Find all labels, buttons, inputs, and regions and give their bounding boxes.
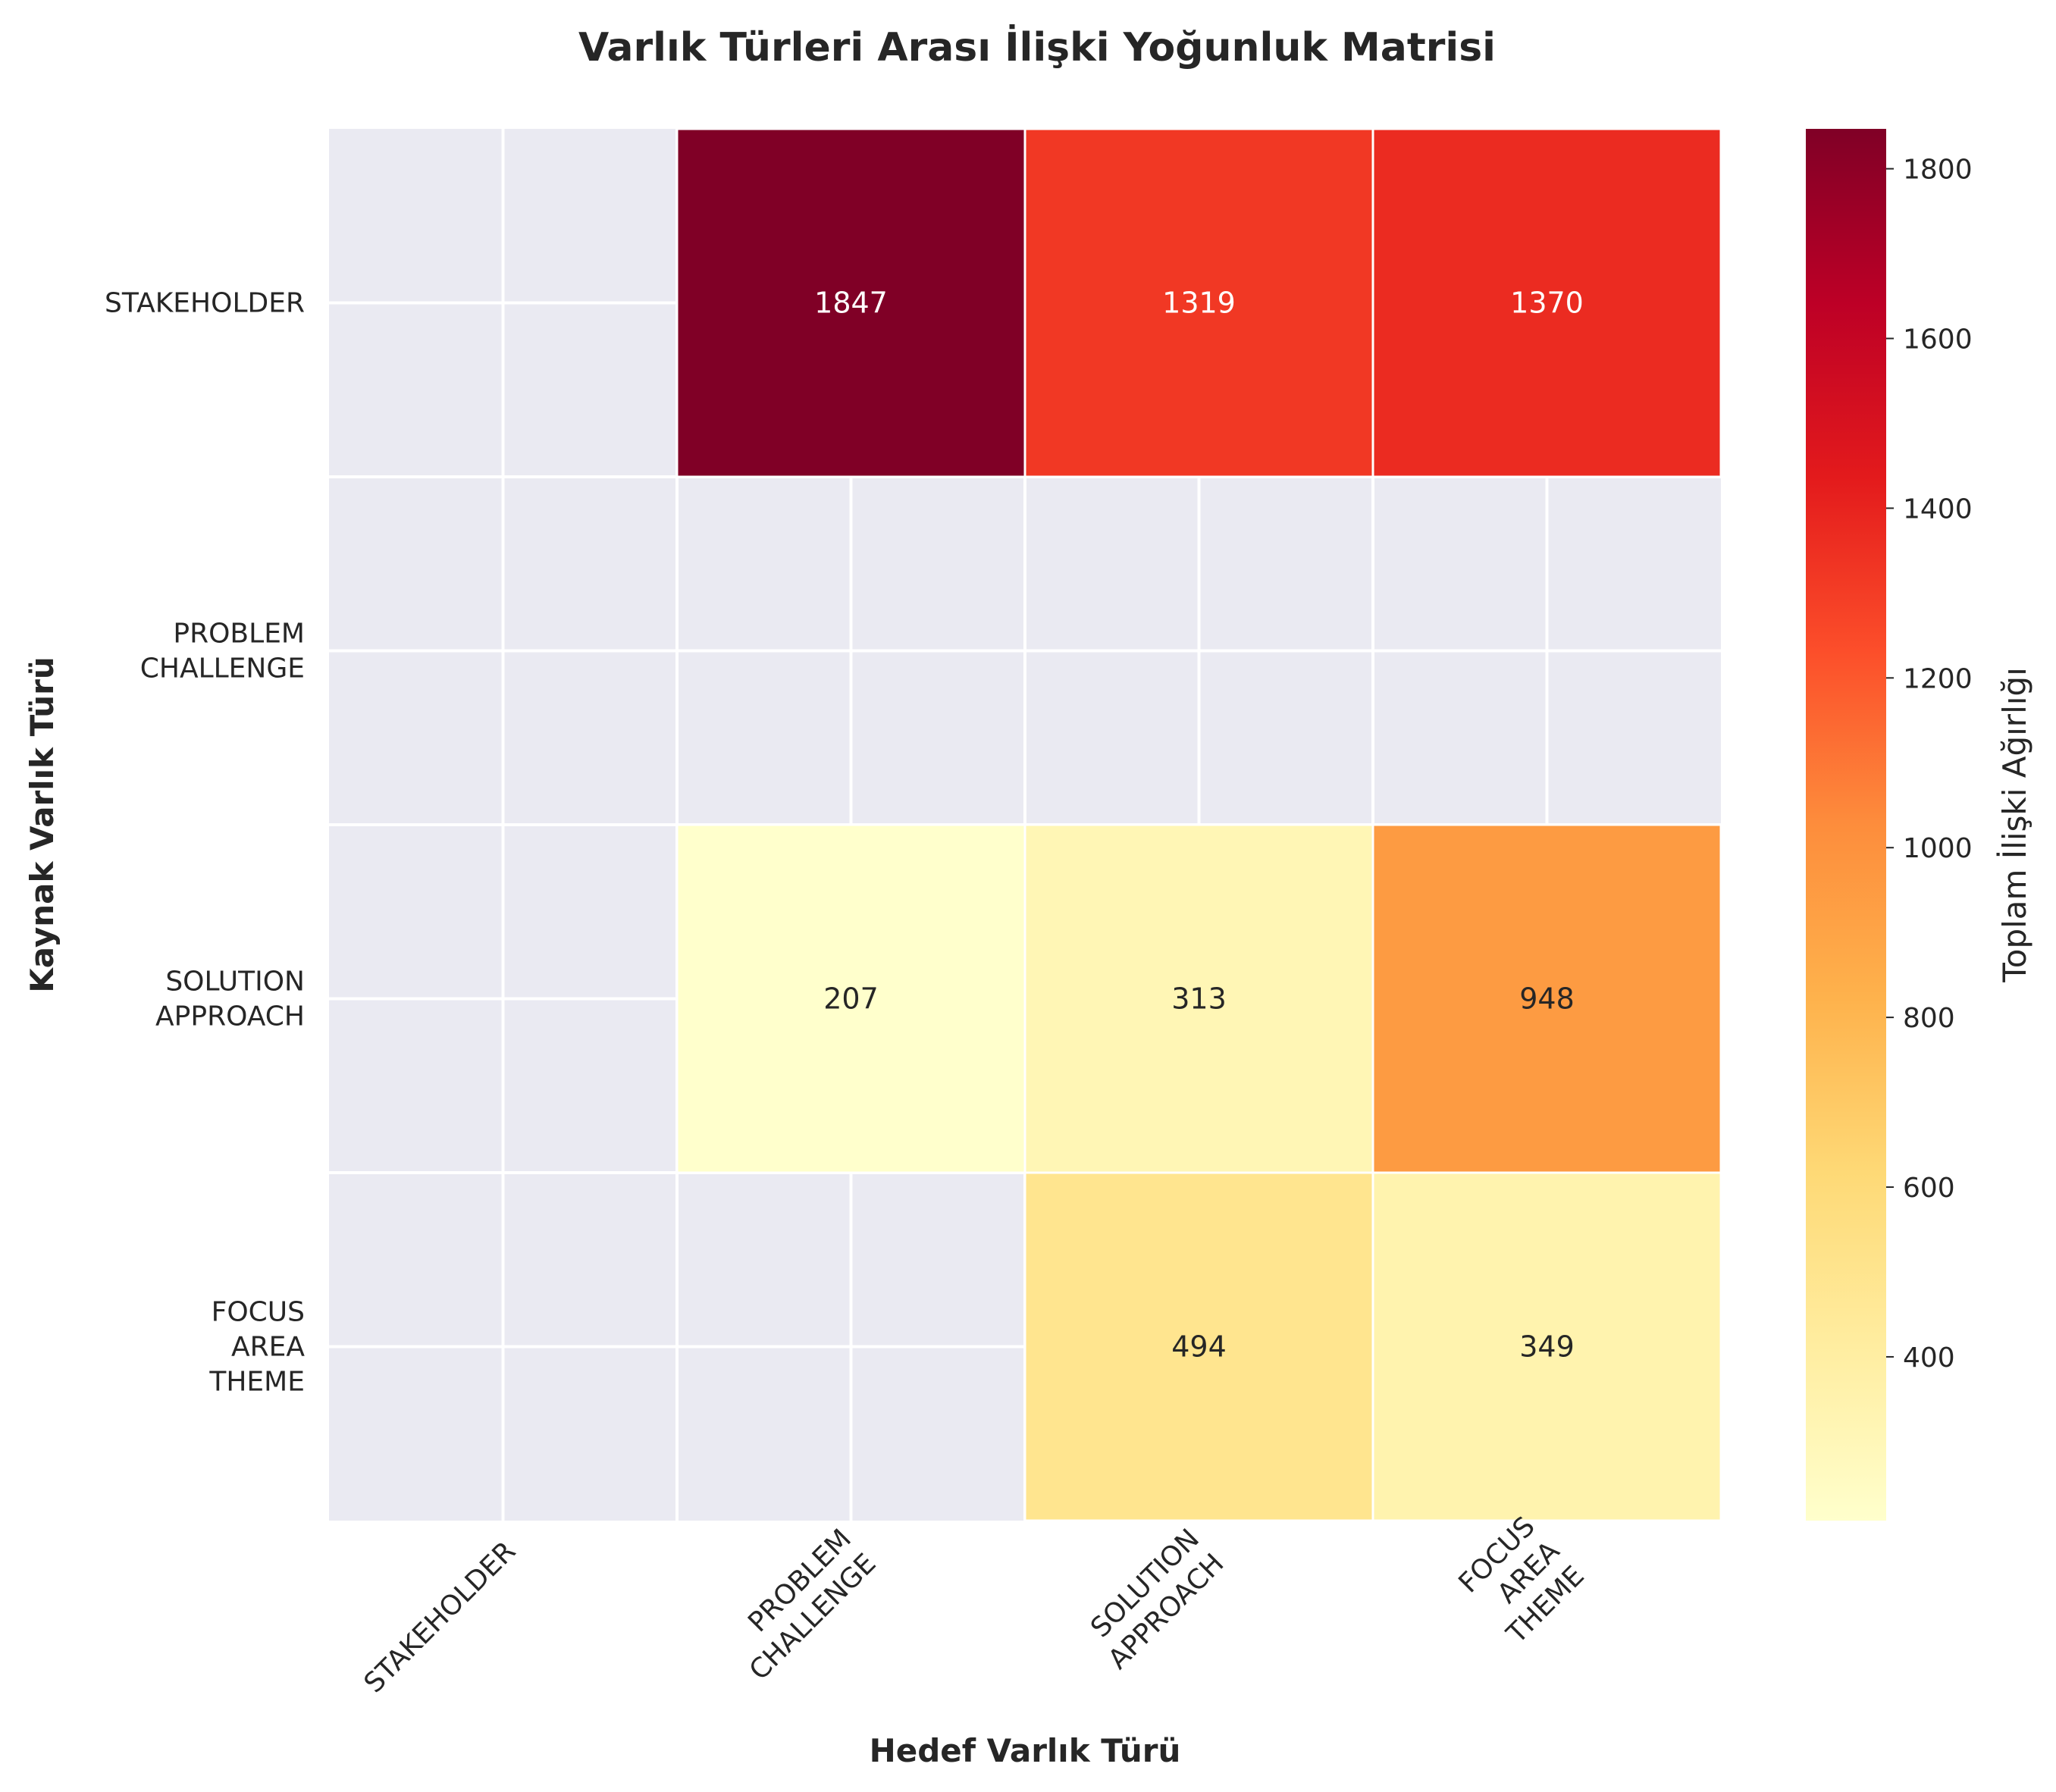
y-axis-label: Kaynak Varlık Türü [24,656,61,993]
y-tick-labels: STAKEHOLDER PROBLEM CHALLENGE SOLUTION APPRO… [105,288,305,1398]
cell-value-label: 349 [1519,1330,1575,1364]
heatmap-cell [675,823,1026,1174]
x-tick-label: SOLUTIONAPPROACH [1078,1523,1230,1675]
y-tick-label: STAKEHOLDER [105,288,305,319]
heatmap-cell [1371,1171,1722,1522]
heatmap-cell [1371,127,1722,478]
colorbar-tick-label: 1600 [1903,324,1973,356]
heatmap-cell [1023,127,1374,478]
cell-value-label: 313 [1171,982,1227,1016]
cell-value-label: 494 [1171,1330,1227,1364]
cell-value-label: 1847 [814,287,888,320]
colorbar-tick-label: 600 [1903,1173,1955,1204]
colorbar-tick-label: 1000 [1903,833,1973,864]
cell-value-label: 207 [823,982,879,1016]
heatmap-cell [675,127,1026,478]
cell-value-label: 1319 [1162,287,1236,320]
x-axis-label: Hedef Varlık Türü [870,1732,1181,1769]
colorbar-label: Toplam İlişki Ağırlığı [1995,667,2033,983]
chart-title: Varlık Türleri Arası İlişki Yoğunluk Mat… [578,24,1496,70]
heatmap-cells [675,127,1722,1522]
x-tick-label: FOCUSAREATHEME [1451,1511,1591,1650]
colorbar-ticks: 400 600 800 1000 1200 1400 1600 1800 [1886,155,1973,1374]
cell-value-label: 1370 [1510,287,1584,320]
colorbar-tick-label: 800 [1903,1003,1955,1034]
x-tick-labels: STAKEHOLDER PROBLEMCHALLENGE SOLUTIONAPPRO… [359,1511,1591,1699]
colorbar-tick-label: 1200 [1903,663,1973,694]
x-tick-label: PROBLEMCHALLENGE [719,1523,882,1686]
colorbar [1806,129,1886,1521]
colorbar-tick-label: 400 [1903,1342,1955,1374]
y-tick-label: FOCUS AREA THEME [208,1297,305,1398]
colorbar-tick-label: 1400 [1903,493,1973,525]
colorbar-tick-label: 1800 [1903,155,1973,186]
x-tick-label: STAKEHOLDER [359,1536,522,1700]
y-tick-label: SOLUTION APPROACH [155,966,305,1032]
heatmap-cell [1023,1171,1374,1522]
cell-value-label: 948 [1519,982,1575,1016]
cell-labels: 1847 1319 1370 207 313 948 494 349 [814,287,1584,1364]
y-tick-label: PROBLEM CHALLENGE [140,619,305,685]
heatmap-cell [1371,823,1722,1174]
